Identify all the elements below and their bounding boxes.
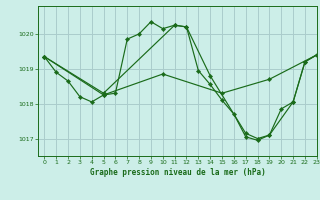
X-axis label: Graphe pression niveau de la mer (hPa): Graphe pression niveau de la mer (hPa) bbox=[90, 168, 266, 177]
